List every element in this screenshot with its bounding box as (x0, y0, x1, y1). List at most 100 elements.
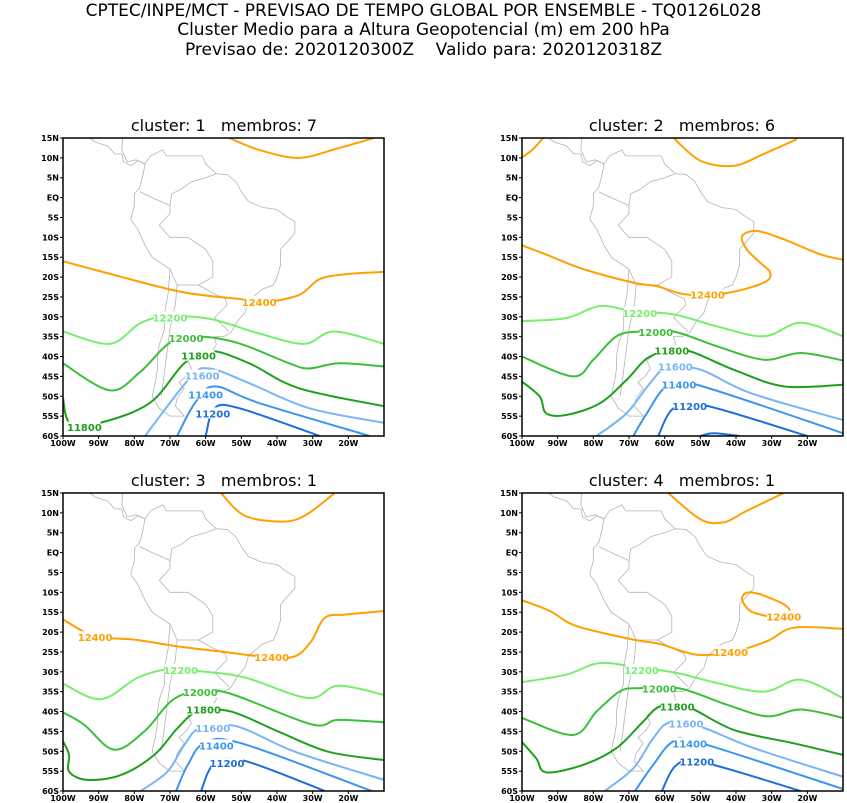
lat-tick-label: 60S (501, 432, 518, 441)
contour-label-bg (186, 369, 219, 381)
lat-tick-label: 45S (42, 727, 59, 736)
lat-tick-label: 5N (506, 529, 518, 538)
lon-tick-label: 20W (797, 439, 817, 448)
lat-tick-label: 60S (42, 787, 59, 796)
lon-tick-label: 70W (619, 794, 639, 803)
lat-tick-label: 55S (42, 767, 59, 776)
contour-12200 (522, 661, 843, 699)
contour-label: 12200 (624, 666, 659, 677)
lat-tick-label: 10N (500, 509, 518, 518)
plot-frame (62, 137, 385, 437)
coastline (121, 493, 146, 520)
contour-11800 (63, 708, 384, 782)
lat-tick-label: 10S (42, 233, 59, 242)
lat-tick-label: 15S (42, 253, 59, 262)
contour-label-bg (196, 722, 229, 734)
contour-11600 (144, 367, 384, 436)
coastline (198, 639, 230, 687)
plot-frame (521, 137, 844, 437)
lat-tick-label: 55S (501, 412, 518, 421)
contour-label-bg (691, 288, 724, 300)
lat-tick-label: 25S (501, 648, 518, 657)
lat-tick-label: 5N (47, 174, 59, 183)
contour-label-bg (639, 325, 672, 337)
lon-tick-label: 40W (267, 794, 287, 803)
lat-tick-label: 30S (501, 668, 518, 677)
lon-tick-label: 60W (196, 439, 216, 448)
lon-tick-label: 70W (619, 439, 639, 448)
contour-label: 12000 (169, 334, 204, 345)
map-area: 12400 12400 12200 12000 11800 11600 11400 11200 (63, 493, 384, 791)
lat-tick-label: 40S (42, 708, 59, 717)
contour-12400 (522, 138, 544, 159)
coastline (139, 546, 214, 641)
contour-11200 (204, 403, 321, 436)
contour-11200 (700, 432, 741, 436)
contour-label-bg (196, 407, 229, 419)
panel-title: cluster: 3 membros: 1 (131, 471, 317, 490)
lat-tick-label: 5N (506, 174, 518, 183)
lon-tick-label: 70W (160, 439, 180, 448)
contour-label-bg (661, 700, 694, 712)
panel-cluster-3: cluster: 3 membros: 1 12400 12400 12200 120… (41, 471, 385, 803)
panel-title: cluster: 1 membros: 7 (131, 116, 317, 135)
coastline (628, 528, 676, 561)
contour-12400 (63, 260, 384, 304)
contour-label: 12200 (153, 314, 188, 325)
plot-frame (521, 492, 844, 792)
contour-label-bg (623, 306, 656, 318)
lat-tick-label: 55S (501, 767, 518, 776)
lat-tick-label: EQ (47, 549, 59, 558)
lat-tick-label: 20S (501, 273, 518, 282)
lat-tick-label: 5S (507, 213, 519, 222)
lon-tick-label: 50W (690, 439, 710, 448)
lat-tick-label: 20S (42, 628, 59, 637)
lat-tick-label: 45S (42, 372, 59, 381)
contour-12400 (228, 138, 375, 159)
coastline (89, 493, 146, 522)
lat-tick-label: EQ (47, 194, 59, 203)
coastline (548, 493, 605, 522)
contour-label-bg (79, 631, 112, 643)
lat-tick-label: 15S (501, 253, 518, 262)
lat-tick-label: 50S (42, 747, 59, 756)
contour-label-bg (673, 400, 706, 412)
lat-tick-label: 5S (48, 213, 60, 222)
lon-tick-label: 100W (509, 794, 535, 803)
header-title: CPTEC/INPE/MCT - PREVISAO DE TEMPO GLOBA… (85, 1, 762, 21)
contour-label: 12000 (183, 688, 218, 699)
coastline (89, 138, 146, 167)
lon-tick-label: 60W (655, 439, 675, 448)
lon-tick-label: 30W (303, 794, 323, 803)
coastline (619, 284, 637, 397)
lat-tick-label: 15S (42, 608, 59, 617)
contour-12000 (63, 335, 384, 392)
coastline (169, 173, 217, 206)
lat-tick-label: 50S (42, 392, 59, 401)
lon-tick-label: 40W (726, 794, 746, 803)
contour-label: 12200 (622, 309, 657, 320)
lat-tick-label: 15N (41, 489, 59, 498)
lon-tick-label: 60W (196, 794, 216, 803)
contour-label: 11400 (188, 390, 223, 401)
lat-tick-label: 20S (42, 273, 59, 282)
map-area: 12400 12200 12000 11800 11600 11400 11200 (522, 138, 843, 436)
panel-cluster-2: cluster: 2 membros: 6 12400 12200 12000 118… (500, 116, 844, 448)
contour-label-bg (170, 331, 203, 343)
lon-tick-label: 30W (303, 439, 323, 448)
lat-tick-label: 50S (501, 747, 518, 756)
lat-tick-label: 10S (501, 233, 518, 242)
lat-tick-label: 15S (501, 608, 518, 617)
contour-label: 11600 (669, 719, 704, 730)
coastline (657, 284, 689, 332)
contour-label-bg (680, 755, 713, 767)
contour-label-bg (662, 378, 695, 390)
contour-label-bg (187, 703, 220, 715)
lon-tick-label: 20W (338, 794, 358, 803)
contour-12400 (672, 138, 798, 168)
lat-tick-label: 25S (42, 293, 59, 302)
lon-tick-label: 80W (583, 439, 603, 448)
panel-cluster-4: cluster: 4 membros: 1 12400 12400 12200 120… (500, 471, 844, 803)
lat-tick-label: 20S (501, 628, 518, 637)
lat-tick-label: 10S (501, 588, 518, 597)
